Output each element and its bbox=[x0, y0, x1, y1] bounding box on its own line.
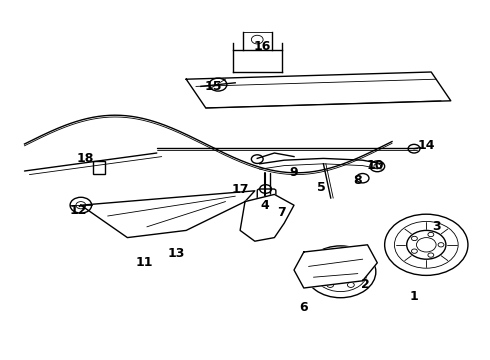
Text: 1: 1 bbox=[410, 291, 418, 303]
Text: 12: 12 bbox=[70, 204, 87, 217]
Polygon shape bbox=[240, 194, 294, 241]
Text: 5: 5 bbox=[317, 181, 325, 194]
Text: 8: 8 bbox=[353, 174, 362, 186]
Text: 11: 11 bbox=[136, 256, 153, 269]
Bar bbox=[93, 161, 105, 174]
Text: 7: 7 bbox=[277, 206, 286, 219]
Text: 14: 14 bbox=[417, 139, 435, 152]
FancyBboxPatch shape bbox=[257, 189, 276, 221]
Text: 4: 4 bbox=[260, 199, 269, 212]
Text: 10: 10 bbox=[366, 159, 384, 172]
Text: 6: 6 bbox=[299, 301, 308, 314]
Text: 17: 17 bbox=[231, 183, 249, 195]
Text: 9: 9 bbox=[290, 166, 298, 179]
Text: 15: 15 bbox=[204, 80, 222, 93]
Text: 2: 2 bbox=[361, 278, 369, 291]
Text: 13: 13 bbox=[168, 247, 185, 260]
Polygon shape bbox=[294, 245, 377, 288]
Text: 3: 3 bbox=[432, 220, 441, 233]
Text: 18: 18 bbox=[77, 152, 95, 165]
Text: 16: 16 bbox=[253, 40, 271, 53]
